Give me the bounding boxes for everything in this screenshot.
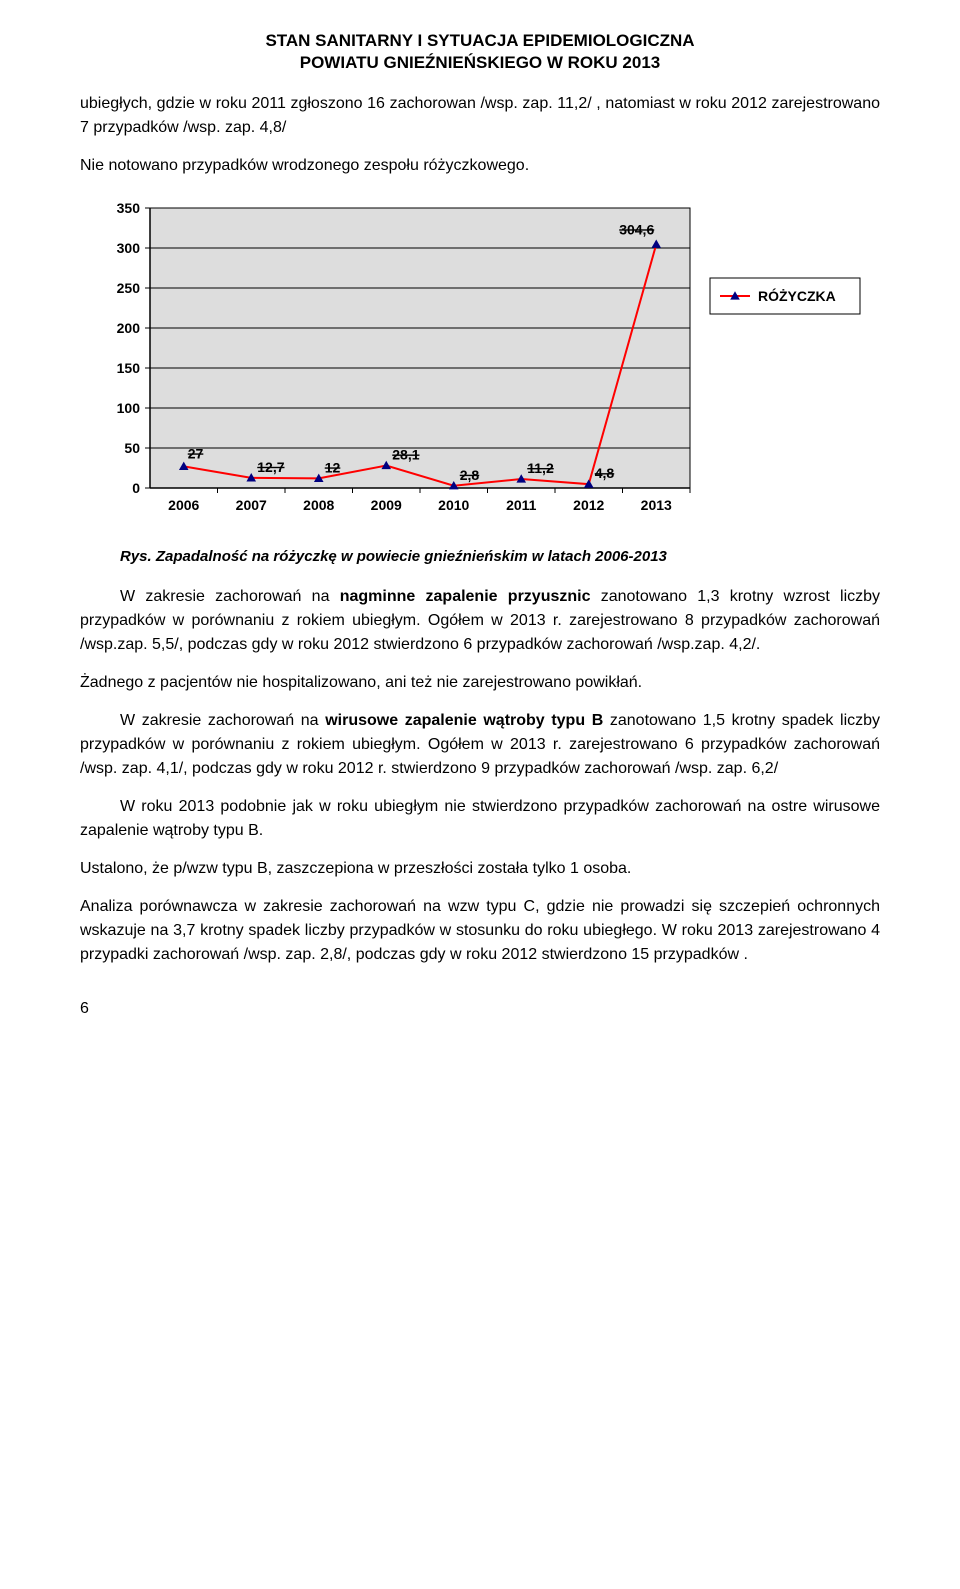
svg-text:2012: 2012 (573, 497, 604, 513)
page-number: 6 (80, 997, 880, 1021)
paragraph-8: Analiza porównawcza w zakresie zachorowa… (80, 895, 880, 967)
svg-text:2013: 2013 (641, 497, 672, 513)
svg-text:304,6: 304,6 (619, 222, 654, 238)
svg-text:50: 50 (124, 440, 140, 456)
legend-label: RÓŻYCZKA (758, 287, 836, 304)
svg-text:2,8: 2,8 (460, 467, 480, 483)
header-line1: STAN SANITARNY I SYTUACJA EPIDEMIOLOGICZ… (80, 30, 880, 52)
svg-text:12: 12 (325, 460, 341, 476)
svg-text:27: 27 (188, 446, 204, 462)
svg-text:2006: 2006 (168, 497, 199, 513)
header-line2: POWIATU GNIEŹNIEŃSKIEGO W ROKU 2013 (80, 52, 880, 74)
svg-text:12,7: 12,7 (257, 459, 284, 475)
paragraph-1: ubiegłych, gdzie w roku 2011 zgłoszono 1… (80, 92, 880, 140)
rozyczka-chart: 0 50 100 150 200 250 300 350 2006 2007 2008 2009 20… (80, 198, 880, 538)
legend: RÓŻYCZKA (710, 278, 860, 314)
p3-bold: nagminne zapalenie przyusznic (340, 588, 591, 605)
paragraph-3: W zakresie zachorowań na nagminne zapale… (80, 585, 880, 657)
svg-text:2007: 2007 (236, 497, 267, 513)
svg-text:0: 0 (132, 480, 140, 496)
paragraph-6: W roku 2013 podobnie jak w roku ubiegłym… (80, 795, 880, 843)
paragraph-7: Ustalono, że p/wzw typu B, zaszczepiona … (80, 857, 880, 881)
svg-text:250: 250 (117, 280, 141, 296)
p3-text-a: W zakresie zachorowań na (120, 588, 340, 605)
svg-text:150: 150 (117, 360, 141, 376)
svg-text:2009: 2009 (371, 497, 402, 513)
svg-text:2008: 2008 (303, 497, 334, 513)
page-header: STAN SANITARNY I SYTUACJA EPIDEMIOLOGICZ… (80, 30, 880, 74)
svg-text:28,1: 28,1 (392, 447, 419, 463)
plot-background (150, 208, 690, 488)
svg-text:200: 200 (117, 320, 141, 336)
chart-caption: Rys. Zapadalność na różyczkę w powiecie … (120, 546, 880, 569)
svg-text:4,8: 4,8 (595, 465, 615, 481)
paragraph-2: Nie notowano przypadków wrodzonego zespo… (80, 154, 880, 178)
p5-bold: wirusowe zapalenie wątroby typu B (325, 712, 603, 729)
svg-text:2011: 2011 (506, 497, 537, 513)
svg-text:300: 300 (117, 240, 141, 256)
chart-svg: 0 50 100 150 200 250 300 350 2006 2007 2008 2009 20… (80, 198, 880, 538)
p5-text-a: W zakresie zachorowań na (120, 712, 325, 729)
paragraph-5: W zakresie zachorowań na wirusowe zapale… (80, 709, 880, 781)
svg-text:2010: 2010 (438, 497, 469, 513)
paragraph-4: Żadnego z pacjentów nie hospitalizowano,… (80, 671, 880, 695)
svg-text:350: 350 (117, 200, 141, 216)
svg-text:11,2: 11,2 (527, 460, 554, 476)
svg-text:100: 100 (117, 400, 141, 416)
